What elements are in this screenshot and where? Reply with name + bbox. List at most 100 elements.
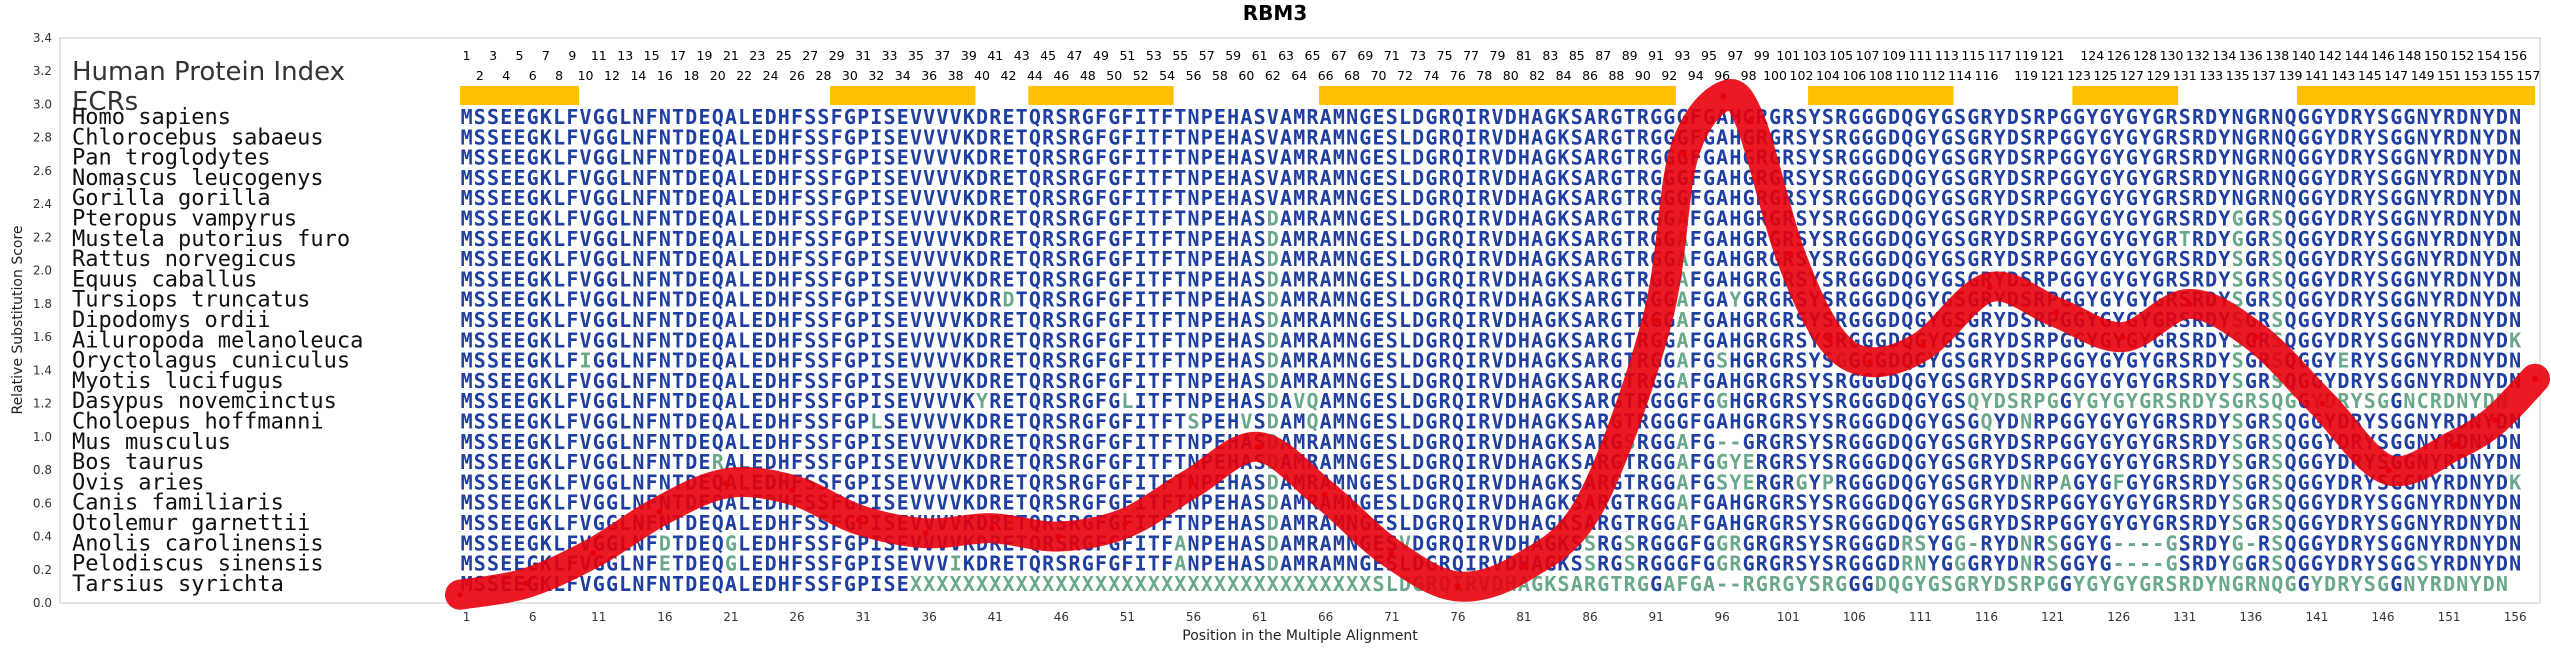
index-number: 93	[1675, 48, 1691, 63]
species-name: Bos taurus	[72, 450, 204, 475]
index-number: 119	[2014, 48, 2038, 63]
y-tick-label: 0.4	[33, 530, 52, 544]
index-number: 139	[2279, 68, 2303, 83]
x-axis: 1 6 11 16 21 26 31 36 41 46 51 56 61 66 71 76 81 86 91 96 10…	[463, 610, 2527, 624]
sequence-row: MSSEEGKLFVGGLNFNTDEQALEDHFSSFGPISEVVVVKD…	[461, 470, 2522, 494]
score-point	[2119, 334, 2126, 341]
x-tick-label: 36	[922, 610, 937, 624]
index-number: 147	[2384, 68, 2408, 83]
species-name: Tarsius syrichta	[72, 572, 284, 597]
score-point	[2452, 442, 2459, 449]
index-number: 18	[683, 68, 699, 83]
ecr-bar	[1319, 86, 1676, 105]
score-point	[1454, 583, 1461, 590]
index-number: 42	[1001, 68, 1017, 83]
index-number: 21	[723, 48, 739, 63]
ecr-bar	[830, 86, 976, 105]
species-name: Tursiops truncatus	[72, 288, 310, 313]
index-number: 134	[2212, 48, 2236, 63]
sequence-row: MSSEEGKLFVGGLNFNTDEQALEDHFSSFGPISEVVVVKD…	[461, 105, 2522, 129]
score-point	[1321, 492, 1328, 498]
x-axis-label: Position in the Multiple Alignment	[1182, 628, 1418, 644]
score-point	[1521, 563, 1528, 570]
index-number: 155	[2490, 68, 2514, 83]
index-number: 7	[542, 48, 550, 63]
index-number: 77	[1463, 48, 1479, 63]
x-tick-label: 136	[2239, 610, 2262, 624]
x-tick-label: 141	[2305, 610, 2328, 624]
score-point	[1587, 500, 1594, 507]
index-number: 67	[1331, 48, 1347, 63]
index-number: 15	[644, 48, 660, 63]
score-point	[2385, 467, 2392, 474]
species-name: Gorilla gorilla	[72, 186, 271, 211]
index-number: 83	[1542, 48, 1558, 63]
x-tick-label: 116	[1975, 610, 1998, 624]
index-number: 37	[934, 48, 950, 63]
index-number: 19	[697, 48, 713, 63]
index-number: 133	[2199, 68, 2223, 83]
plot-frame	[59, 37, 2541, 604]
index-number: 24	[763, 68, 779, 83]
index-number: 54	[1159, 68, 1175, 83]
species-name: Myotis lucifugus	[72, 369, 284, 394]
index-number: 114	[1948, 68, 1972, 83]
index-number: 123	[2067, 68, 2091, 83]
sequence-row: MSSEEGKLFVGGLNFNTDEQALEDHFSSFGPISEVVVVKD…	[461, 227, 2522, 251]
species-name: Anolis carolinensis	[72, 531, 324, 556]
score-point	[1747, 118, 1754, 125]
index-number: 65	[1305, 48, 1321, 63]
index-number: 76	[1450, 68, 1466, 83]
index-number: 156	[2503, 48, 2527, 63]
index-number: 46	[1053, 68, 1069, 83]
sequence-row: MSSEEGKLFVGGLNFNTDEQALEDHFSSFGPISEVVVVKD…	[461, 186, 2522, 210]
index-number: 59	[1225, 48, 1241, 63]
y-tick-label: 2.6	[33, 164, 52, 178]
index-number: 135	[2226, 68, 2250, 83]
index-number: 73	[1410, 48, 1426, 63]
index-number: 39	[961, 48, 977, 63]
species-name: Pan troglodytes	[72, 146, 271, 171]
score-point	[2252, 334, 2259, 341]
index-number: 151	[2437, 68, 2461, 83]
index-number: 13	[617, 48, 633, 63]
x-tick-label: 121	[2041, 610, 2064, 624]
index-number: 90	[1635, 68, 1651, 83]
index-number: 125	[2094, 68, 2118, 83]
index-number: 102	[1790, 68, 1814, 83]
x-tick-label: 16	[657, 610, 672, 624]
index-number: 79	[1490, 48, 1506, 63]
index-number: 10	[578, 68, 594, 83]
index-number: 16	[657, 68, 673, 83]
species-name: Rattus norvegicus	[72, 247, 297, 272]
x-tick-label: 41	[988, 610, 1003, 624]
index-number: 26	[789, 68, 805, 83]
sequence-row: MSSEEGKLFVGGLNFNTDEQALEDHFSSFGPISEVVVVKD…	[461, 146, 2522, 170]
index-number: 145	[2358, 68, 2382, 83]
x-tick-label: 11	[591, 610, 606, 624]
score-point	[2053, 309, 2060, 316]
x-tick-label: 96	[1715, 610, 1730, 624]
index-number: 149	[2411, 68, 2435, 83]
score-point	[1720, 93, 1727, 100]
index-number: 44	[1027, 68, 1043, 83]
index-number: 140	[2292, 48, 2316, 63]
protein-index-header: Human Protein Index	[72, 57, 345, 87]
index-number: 130	[2160, 48, 2184, 63]
index-number: 115	[1961, 48, 1985, 63]
index-number: 36	[921, 68, 937, 83]
index-number: 5	[515, 48, 523, 63]
sequence-row: MSSEEGKLFVGGLNFNTDEQALEDHFSSFGPISEXXXXXX…	[461, 572, 2508, 596]
index-number: 98	[1741, 68, 1757, 83]
index-number: 30	[842, 68, 858, 83]
species-name: Dipodomys ordii	[72, 308, 271, 333]
index-number: 32	[868, 68, 884, 83]
score-point	[2186, 300, 2193, 307]
index-number: 85	[1569, 48, 1585, 63]
index-number: 55	[1172, 48, 1188, 63]
position-index: 1 3 5 7 9 11 13 15 17 19 21 23 25 27 29 31 33 35 37 39 41 43 4…	[463, 48, 2541, 83]
index-number: 129	[2146, 68, 2170, 83]
index-number: 132	[2186, 48, 2210, 63]
x-tick-label: 61	[1252, 610, 1267, 624]
